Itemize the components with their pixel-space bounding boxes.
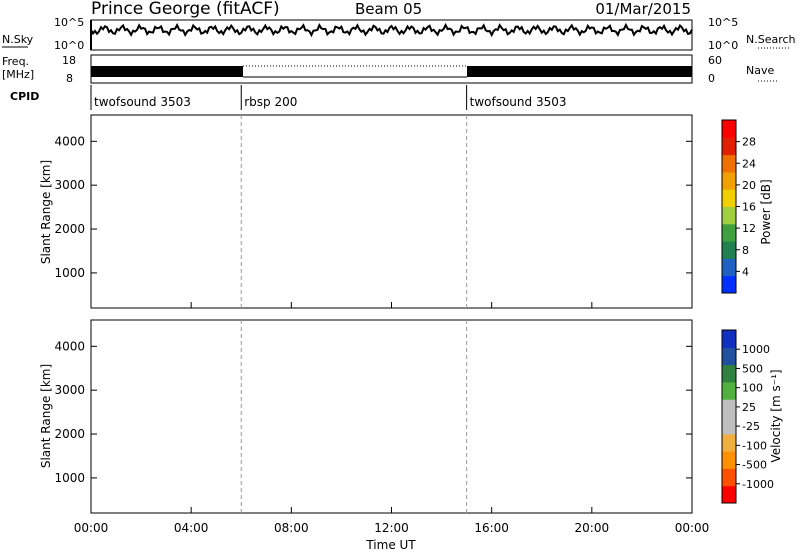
colorbar-tick-label: 16 — [742, 201, 756, 214]
velocity-ylabel: Slant Range [km] — [39, 364, 53, 468]
velocity-colorbar-label: Velocity [m s⁻¹] — [769, 369, 783, 462]
freq-bar-segment-3 — [467, 66, 692, 77]
beam-title: Beam 05 — [355, 0, 422, 18]
colorbar-swatch — [722, 485, 736, 504]
nsearch-label: N.Search — [746, 33, 796, 46]
power-colorbar-label: Power [dB] — [759, 179, 773, 244]
y-tick-label: 1000 — [54, 471, 85, 485]
x-tick-label: 00:00 — [74, 521, 109, 535]
y-tick-label: 3000 — [54, 383, 85, 397]
colorbar-swatch — [722, 258, 736, 277]
velocity-panel-frame — [90, 319, 693, 514]
colorbar-swatch — [722, 330, 736, 348]
colorbar-tick-label: 25 — [742, 401, 756, 414]
colorbar-swatch — [722, 468, 736, 487]
nave-tick-top: 60 — [708, 54, 722, 67]
velocity-colorbar: Velocity [m s⁻¹] 1000 500 100 25 -25 -100 -500… — [721, 329, 783, 504]
y-tick-label: 4000 — [54, 134, 85, 148]
colorbar-swatch — [722, 433, 736, 452]
freq-tick-bottom: 8 — [66, 72, 73, 85]
cpid-segment-label: twofsound 3503 — [94, 95, 191, 109]
colorbar-tick-label: 100 — [742, 382, 763, 395]
colorbar-swatch — [722, 275, 736, 294]
colorbar-swatch — [722, 120, 736, 138]
colorbar-swatch — [722, 137, 736, 156]
freq-label-2: [MHz] — [2, 68, 34, 81]
nave-label: Nave — [746, 64, 774, 77]
time-axis: Time UT 00:00 04:00 08:00 12:00 16:00 20:00 00… — [74, 521, 710, 552]
frequency-panel: Freq. [MHz] 18 8 60 0 Nave — [2, 54, 778, 85]
cpid-segment-label: rbsp 200 — [244, 95, 297, 109]
colorbar-frame — [721, 329, 737, 504]
cpid-segment-label: twofsound 3503 — [470, 95, 567, 109]
date-title: 01/Mar/2015 — [595, 0, 691, 18]
colorbar-tick-label: 8 — [742, 244, 749, 257]
freq-bar-segment-1 — [91, 66, 243, 77]
x-tick-label: 08:00 — [274, 521, 309, 535]
power-panel: Slant Range [km] 1000 2000 3000 4000 — [39, 114, 693, 309]
colorbar-tick-label: -100 — [742, 439, 767, 452]
x-tick-label: 12:00 — [374, 521, 409, 535]
station-title: Prince George (fitACF) — [91, 0, 280, 19]
colorbar-tick-label: 28 — [742, 136, 756, 149]
colorbar-tick-label: 4 — [742, 265, 749, 278]
x-tick-label: 04:00 — [174, 521, 209, 535]
colorbar-swatch — [722, 364, 736, 383]
nsky-label: N.Sky — [2, 33, 34, 46]
colorbar-swatch — [722, 241, 736, 259]
noise-sky-trace — [90, 20, 693, 50]
power-panel-frame — [90, 114, 693, 309]
colorbar-swatch — [722, 381, 736, 400]
colorbar-tick-label: -1000 — [742, 478, 774, 491]
colorbar-tick-label: 12 — [742, 222, 756, 235]
y-tick-label: 2000 — [54, 222, 85, 236]
colorbar-swatch — [722, 416, 736, 435]
noise-left-tick-bottom: 10^0 — [54, 39, 84, 52]
colorbar-swatch — [722, 171, 736, 190]
velocity-panel: Slant Range [km] 1000 2000 3000 4000 — [39, 319, 693, 514]
x-tick-label: 16:00 — [474, 521, 509, 535]
power-colorbar: Power [dB] 4 8 12 16 20 24 28 — [721, 119, 773, 294]
x-tick-label: 20:00 — [575, 521, 610, 535]
y-tick-label: 4000 — [54, 339, 85, 353]
noise-right-tick-top: 10^5 — [708, 16, 738, 29]
cpid-label: CPID — [10, 90, 39, 103]
x-tick-label: 00:00 — [675, 521, 710, 535]
y-tick-label: 3000 — [54, 178, 85, 192]
colorbar-swatch — [722, 399, 736, 417]
colorbar-tick-label: -500 — [742, 459, 767, 472]
colorbar-tick-label: 20 — [742, 179, 756, 192]
y-tick-label: 2000 — [54, 427, 85, 441]
nave-tick-bottom: 0 — [708, 72, 715, 85]
noise-left-tick-top: 10^5 — [54, 16, 84, 29]
colorbar-swatch — [722, 154, 736, 173]
y-tick-label: 1000 — [54, 266, 85, 280]
colorbar-swatch — [722, 223, 736, 242]
power-ylabel: Slant Range [km] — [39, 160, 53, 264]
colorbar-tick-label: 500 — [742, 362, 763, 375]
freq-tick-top: 18 — [62, 54, 76, 67]
colorbar-swatch — [722, 189, 736, 207]
noise-right-tick-bottom: 10^0 — [708, 39, 738, 52]
noise-panel: N.Sky 10^5 10^0 10^5 10^0 N.Search — [2, 16, 796, 52]
colorbar-swatch — [722, 347, 736, 366]
freq-label-1: Freq. — [2, 55, 29, 68]
colorbar-swatch — [722, 451, 736, 469]
cpid-row: CPID twofsound 3503 rbsp 200 twofsound 350… — [10, 85, 567, 110]
colorbar-swatch — [722, 206, 736, 225]
time-axis-label: Time UT — [365, 538, 416, 552]
noise-line — [90, 22, 693, 38]
colorbar-tick-label: -25 — [742, 420, 760, 433]
colorbar-tick-label: 1000 — [742, 343, 770, 356]
colorbar-tick-label: 24 — [742, 157, 756, 170]
noise-panel-frame — [90, 19, 693, 51]
